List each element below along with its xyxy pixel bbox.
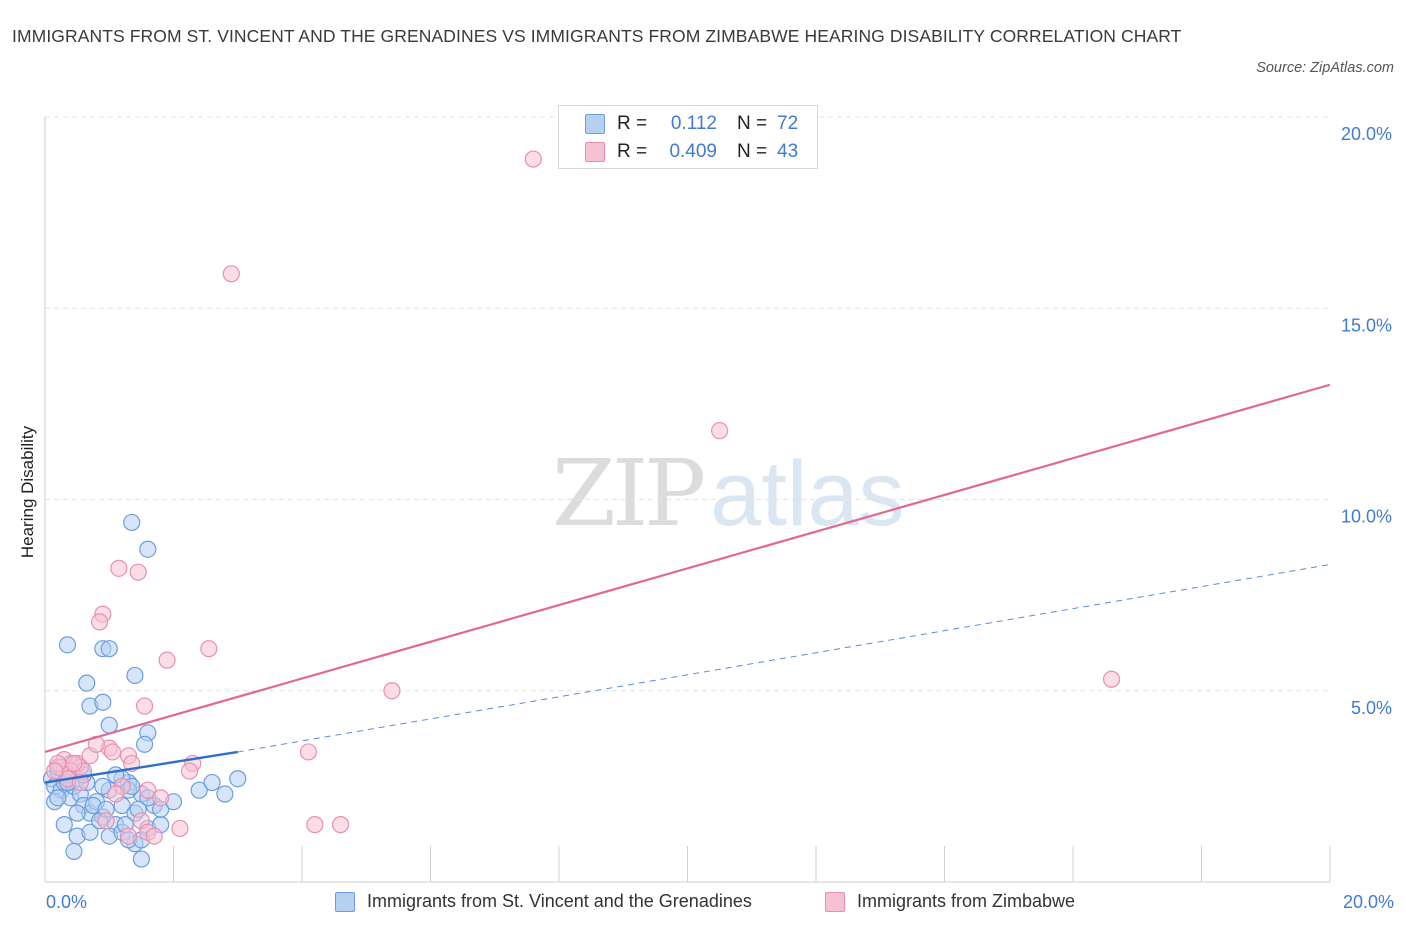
data-point-st-vincent (100, 640, 118, 658)
data-point-st-vincent (55, 816, 73, 834)
data-point-st-vincent (49, 789, 67, 807)
data-point-zimbabwe (299, 743, 318, 761)
data-point-zimbabwe (331, 816, 350, 834)
data-point-zimbabwe (110, 559, 128, 577)
data-point-st-vincent (65, 842, 83, 861)
data-point-st-vincent (216, 785, 234, 803)
legend-swatch-blue (335, 891, 355, 912)
legend-row-blue: R = 0.112 N = 72 (585, 112, 798, 136)
data-point-st-vincent (58, 636, 77, 654)
data-point-zimbabwe (200, 640, 218, 658)
source-label: Source: ZipAtlas.com (1256, 60, 1394, 76)
data-point-zimbabwe (145, 827, 163, 845)
data-point-st-vincent (68, 804, 86, 822)
legend-r-value-blue: 0.112 (670, 113, 717, 134)
data-point-st-vincent (139, 540, 157, 558)
data-point-st-vincent (81, 823, 99, 841)
data-point-st-vincent (123, 513, 141, 532)
data-point-zimbabwe (524, 150, 542, 168)
legend-n-label: N = (737, 141, 768, 162)
data-point-zimbabwe (107, 785, 125, 803)
legend-r-label: R = (617, 141, 648, 162)
y-tick-label: 15.0% (1341, 315, 1392, 335)
data-point-st-vincent (94, 693, 112, 711)
data-point-st-vincent (229, 770, 247, 788)
legend-label-st-vincent: Immigrants from St. Vincent and the Gren… (367, 891, 752, 911)
trendline-st-vincent-dashed (237, 564, 1331, 753)
series-legend: Immigrants from St. Vincent and the Gren… (0, 888, 1406, 916)
data-point-zimbabwe (65, 754, 83, 773)
x-tick-label: 0.0% (46, 892, 87, 912)
data-point-zimbabwe (711, 422, 729, 440)
legend-swatch-pink (585, 142, 605, 162)
legend-swatch-blue (585, 114, 605, 134)
data-point-st-vincent (94, 777, 112, 795)
data-point-st-vincent (135, 735, 154, 753)
data-point-zimbabwe (383, 682, 401, 700)
data-point-zimbabwe (171, 819, 189, 838)
data-point-zimbabwe (152, 789, 170, 807)
legend-n-value-pink: 43 (777, 141, 799, 162)
data-point-st-vincent (132, 850, 150, 868)
legend-n-label: N = (737, 113, 768, 134)
y-tick-label: 20.0% (1341, 124, 1392, 144)
data-point-zimbabwe (180, 762, 199, 780)
data-point-st-vincent (126, 666, 144, 685)
data-point-zimbabwe (158, 651, 176, 669)
data-point-zimbabwe (91, 613, 109, 631)
data-point-zimbabwe (1102, 670, 1121, 688)
legend-item-st-vincent[interactable]: Immigrants from St. Vincent and the Gren… (335, 891, 752, 912)
legend-row-pink: R = 0.409 N = 43 (585, 140, 798, 164)
legend-r-label: R = (617, 113, 648, 134)
data-point-zimbabwe (222, 265, 240, 283)
trendline-zimbabwe (44, 383, 1331, 754)
watermark-zip: ZIP (552, 440, 706, 547)
data-point-st-vincent (78, 674, 96, 692)
legend-n-value-blue: 72 (777, 113, 799, 134)
data-point-st-vincent (190, 781, 208, 799)
data-point-zimbabwe (139, 781, 157, 799)
data-point-zimbabwe (97, 812, 115, 830)
data-point-zimbabwe (306, 816, 324, 834)
watermark: ZIPatlas (552, 440, 905, 547)
data-point-st-vincent (100, 716, 118, 734)
chart-title: IMMIGRANTS FROM ST. VINCENT AND THE GREN… (12, 26, 1182, 46)
y-tick-label: 5.0% (1351, 698, 1392, 718)
data-point-zimbabwe (103, 743, 122, 761)
data-point-zimbabwe (119, 827, 138, 845)
data-point-zimbabwe (129, 563, 147, 581)
y-tick-label: 10.0% (1341, 507, 1392, 527)
legend-r-value-pink: 0.409 (669, 141, 717, 162)
data-point-zimbabwe (135, 697, 154, 715)
legend-swatch-pink (825, 891, 845, 912)
data-point-zimbabwe (46, 762, 64, 780)
legend-label-zimbabwe: Immigrants from Zimbabwe (857, 891, 1076, 911)
data-point-st-vincent (203, 773, 221, 792)
legend-item-zimbabwe[interactable]: Immigrants from Zimbabwe (825, 891, 1075, 912)
trendline-st-vincent (44, 750, 238, 784)
correlation-legend: R = 0.112 N = 72 R = 0.409 N = 43 (558, 105, 818, 169)
x-tick-label: 20.0% (1343, 892, 1394, 912)
watermark-atlas: atlas (710, 443, 905, 545)
